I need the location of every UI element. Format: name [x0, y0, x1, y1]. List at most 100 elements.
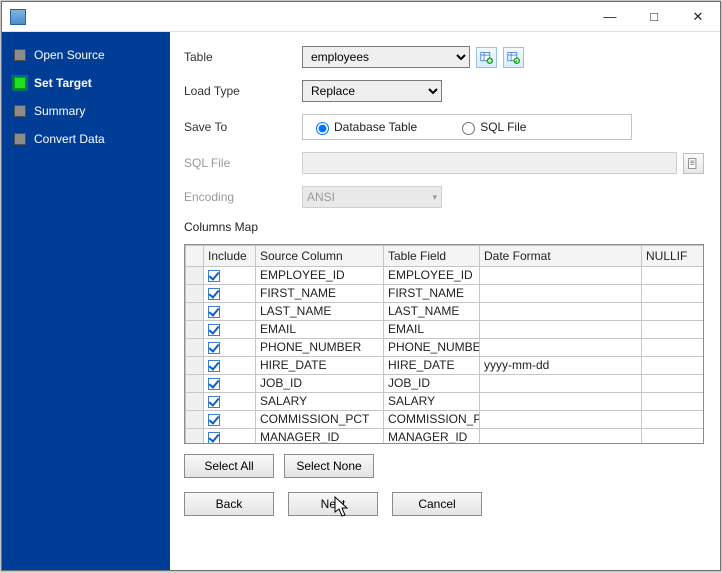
- browse-file-icon[interactable]: [683, 153, 704, 174]
- include-cell[interactable]: [204, 285, 256, 303]
- source-cell[interactable]: COMMISSION_PCT: [256, 411, 384, 429]
- field-cell[interactable]: LAST_NAME: [384, 303, 480, 321]
- columns-grid[interactable]: Include Source Column Table Field Date F…: [184, 244, 704, 444]
- format-cell[interactable]: [480, 375, 642, 393]
- nullif-cell[interactable]: [642, 393, 705, 411]
- row-header[interactable]: [186, 285, 204, 303]
- format-cell[interactable]: [480, 321, 642, 339]
- include-checkbox[interactable]: [208, 324, 220, 336]
- include-cell[interactable]: [204, 411, 256, 429]
- format-cell[interactable]: [480, 303, 642, 321]
- format-cell[interactable]: [480, 339, 642, 357]
- row-header[interactable]: [186, 375, 204, 393]
- field-cell[interactable]: EMAIL: [384, 321, 480, 339]
- table-row[interactable]: HIRE_DATEHIRE_DATEyyyy-mm-dd: [186, 357, 705, 375]
- col-include[interactable]: Include: [204, 246, 256, 267]
- include-checkbox[interactable]: [208, 414, 220, 426]
- row-header[interactable]: [186, 303, 204, 321]
- field-cell[interactable]: HIRE_DATE: [384, 357, 480, 375]
- field-cell[interactable]: JOB_ID: [384, 375, 480, 393]
- row-header[interactable]: [186, 357, 204, 375]
- cancel-button[interactable]: Cancel: [392, 492, 482, 516]
- table-row[interactable]: FIRST_NAMEFIRST_NAME: [186, 285, 705, 303]
- field-cell[interactable]: COMMISSION_PC: [384, 411, 480, 429]
- source-cell[interactable]: LAST_NAME: [256, 303, 384, 321]
- table-row[interactable]: LAST_NAMELAST_NAME: [186, 303, 705, 321]
- step-convert-data[interactable]: Convert Data: [6, 130, 166, 148]
- col-format[interactable]: Date Format: [480, 246, 642, 267]
- row-header[interactable]: [186, 339, 204, 357]
- include-cell[interactable]: [204, 429, 256, 445]
- field-cell[interactable]: MANAGER_ID: [384, 429, 480, 445]
- table-row[interactable]: COMMISSION_PCTCOMMISSION_PC: [186, 411, 705, 429]
- format-cell[interactable]: [480, 285, 642, 303]
- include-checkbox[interactable]: [208, 342, 220, 354]
- source-cell[interactable]: EMPLOYEE_ID: [256, 267, 384, 285]
- include-cell[interactable]: [204, 321, 256, 339]
- include-checkbox[interactable]: [208, 396, 220, 408]
- field-cell[interactable]: SALARY: [384, 393, 480, 411]
- include-checkbox[interactable]: [208, 432, 220, 444]
- table-row[interactable]: PHONE_NUMBERPHONE_NUMBER: [186, 339, 705, 357]
- col-nullif[interactable]: NULLIF: [642, 246, 705, 267]
- row-header[interactable]: [186, 429, 204, 445]
- table-row[interactable]: JOB_IDJOB_ID: [186, 375, 705, 393]
- source-cell[interactable]: JOB_ID: [256, 375, 384, 393]
- nullif-cell[interactable]: [642, 267, 705, 285]
- row-header[interactable]: [186, 321, 204, 339]
- nullif-cell[interactable]: [642, 411, 705, 429]
- col-field[interactable]: Table Field: [384, 246, 480, 267]
- include-checkbox[interactable]: [208, 306, 220, 318]
- nullif-cell[interactable]: [642, 429, 705, 445]
- saveto-file-radio[interactable]: SQL File: [457, 119, 526, 135]
- include-cell[interactable]: [204, 375, 256, 393]
- format-cell[interactable]: [480, 411, 642, 429]
- add-table-icon[interactable]: [476, 47, 497, 68]
- include-checkbox[interactable]: [208, 288, 220, 300]
- table-select[interactable]: employees: [302, 46, 470, 68]
- step-summary[interactable]: Summary: [6, 102, 166, 120]
- table-row[interactable]: SALARYSALARY: [186, 393, 705, 411]
- include-cell[interactable]: [204, 303, 256, 321]
- source-cell[interactable]: SALARY: [256, 393, 384, 411]
- nullif-cell[interactable]: [642, 285, 705, 303]
- maximize-button[interactable]: □: [632, 2, 676, 32]
- include-cell[interactable]: [204, 267, 256, 285]
- nullif-cell[interactable]: [642, 339, 705, 357]
- loadtype-select[interactable]: Replace: [302, 80, 442, 102]
- source-cell[interactable]: EMAIL: [256, 321, 384, 339]
- include-cell[interactable]: [204, 357, 256, 375]
- select-none-button[interactable]: Select None: [284, 454, 374, 478]
- step-open-source[interactable]: Open Source: [6, 46, 166, 64]
- row-header[interactable]: [186, 393, 204, 411]
- back-button[interactable]: Back: [184, 492, 274, 516]
- format-cell[interactable]: [480, 429, 642, 445]
- include-checkbox[interactable]: [208, 378, 220, 390]
- table-row[interactable]: EMAILEMAIL: [186, 321, 705, 339]
- format-cell[interactable]: yyyy-mm-dd: [480, 357, 642, 375]
- saveto-db-radio[interactable]: Database Table: [311, 119, 417, 135]
- col-source[interactable]: Source Column: [256, 246, 384, 267]
- row-header[interactable]: [186, 411, 204, 429]
- nullif-cell[interactable]: [642, 303, 705, 321]
- include-checkbox[interactable]: [208, 360, 220, 372]
- source-cell[interactable]: PHONE_NUMBER: [256, 339, 384, 357]
- include-cell[interactable]: [204, 393, 256, 411]
- table-row[interactable]: EMPLOYEE_IDEMPLOYEE_ID: [186, 267, 705, 285]
- include-cell[interactable]: [204, 339, 256, 357]
- field-cell[interactable]: FIRST_NAME: [384, 285, 480, 303]
- source-cell[interactable]: HIRE_DATE: [256, 357, 384, 375]
- source-cell[interactable]: MANAGER_ID: [256, 429, 384, 445]
- minimize-button[interactable]: —: [588, 2, 632, 32]
- nullif-cell[interactable]: [642, 357, 705, 375]
- include-checkbox[interactable]: [208, 270, 220, 282]
- next-button[interactable]: Next: [288, 492, 378, 516]
- close-button[interactable]: ✕: [676, 2, 720, 32]
- nullif-cell[interactable]: [642, 375, 705, 393]
- source-cell[interactable]: FIRST_NAME: [256, 285, 384, 303]
- format-cell[interactable]: [480, 267, 642, 285]
- nullif-cell[interactable]: [642, 321, 705, 339]
- field-cell[interactable]: EMPLOYEE_ID: [384, 267, 480, 285]
- select-all-button[interactable]: Select All: [184, 454, 274, 478]
- field-cell[interactable]: PHONE_NUMBER: [384, 339, 480, 357]
